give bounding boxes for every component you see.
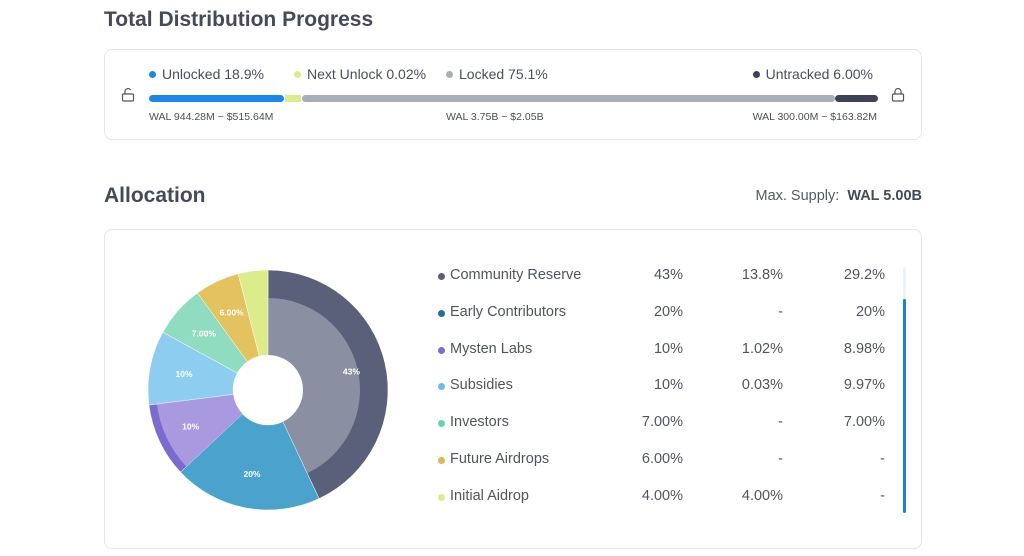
locked-value: WAL 3.75B ~ $2.05B	[446, 111, 544, 123]
row-locked: 7.00%	[843, 414, 885, 431]
max-supply-value: WAL 5.00B	[847, 188, 922, 204]
row-total: 6.00%	[641, 451, 683, 467]
row-locked: 8.98%	[843, 340, 885, 357]
pie-slice-inner	[268, 298, 360, 474]
legend-next-unlock: Next Unlock 0.02%	[294, 66, 426, 82]
row-locked: 9.97%	[843, 377, 885, 394]
allocation-row[interactable]: Future Airdrops 6.00% - -	[435, 451, 885, 471]
allocation-row[interactable]: Community Reserve 43% 13.8% 29.2%	[435, 267, 885, 287]
locked-dot	[446, 70, 453, 78]
row-total: 7.00%	[641, 414, 683, 431]
pie-slice-inner	[156, 394, 243, 467]
row-locked: -	[880, 451, 885, 467]
pie-data-label: 6.00%	[220, 308, 245, 318]
legend-label: Locked 75.1%	[459, 66, 548, 82]
row-total: 20%	[653, 303, 683, 320]
row-name: Mysten Labs	[450, 340, 533, 357]
row-total: 10%	[653, 377, 683, 394]
max-supply: Max. Supply: WAL 5.00B	[755, 188, 922, 204]
pie-data-label: 7.00%	[192, 328, 217, 338]
row-unlocked: -	[778, 414, 783, 431]
row-locked: 20%	[855, 303, 885, 320]
unlocked-dot	[149, 70, 156, 78]
row-locked: -	[880, 487, 885, 504]
row-total: 4.00%	[641, 487, 683, 504]
legend-dot	[438, 346, 445, 354]
row-unlocked: -	[778, 303, 783, 320]
allocation-pie-chart: 43% 20% 10% 10% 7.00%6.00%	[147, 269, 389, 511]
allocation-row[interactable]: Investors 7.00% - 7.00%	[435, 414, 885, 434]
allocation-row[interactable]: Early Contributors 20% - 20%	[435, 304, 885, 324]
row-total: 10%	[653, 340, 683, 357]
pie-data-label: 43%	[343, 366, 360, 376]
scrollbar-thumb[interactable]	[903, 299, 906, 513]
pie-data-label: 20%	[243, 469, 260, 479]
legend-locked: Locked 75.1%	[446, 66, 548, 82]
unlocked-bar	[149, 95, 284, 102]
legend-label: Next Unlock 0.02%	[307, 66, 427, 82]
legend-dot	[438, 420, 445, 428]
pie-data-label: 10%	[176, 369, 193, 379]
row-unlocked: 4.00%	[741, 487, 783, 504]
lock-icon	[891, 88, 905, 102]
allocation-card: 43% 20% 10% 10% 7.00% 6.00% Community Reserve…	[104, 229, 922, 549]
row-unlocked: 1.02%	[741, 340, 783, 357]
allocation-row[interactable]: Subsidies 10% 0.03% 9.97%	[435, 377, 885, 397]
untracked-bar	[835, 95, 878, 102]
unlocked-value: WAL 944.28M ~ $515.64M	[149, 111, 274, 123]
allocation-row[interactable]: Initial Aidrop 4.00% 4.00% -	[435, 488, 885, 508]
row-unlocked: 13.8%	[741, 267, 783, 283]
row-unlocked: 0.03%	[741, 377, 783, 394]
max-supply-label: Max. Supply:	[755, 188, 840, 204]
locked-bar	[302, 95, 835, 102]
next-unlock-dot	[294, 70, 301, 78]
pie-data-label: 10%	[182, 421, 199, 431]
distribution-title: Total Distribution Progress	[104, 8, 374, 31]
row-locked: 29.2%	[843, 267, 885, 283]
legend-untracked: Untracked 6.00%	[752, 66, 873, 82]
row-name: Investors	[450, 414, 509, 431]
distribution-card: Unlocked 18.9% Next Unlock 0.02% Locked …	[104, 49, 922, 140]
pie-slice[interactable]	[237, 269, 269, 357]
row-name: Initial Aidrop	[450, 487, 529, 504]
row-name: Community Reserve	[450, 267, 582, 283]
untracked-value: WAL 300.00M ~ $163.82M	[752, 111, 877, 123]
next-unlock-bar	[285, 95, 301, 102]
allocation-title: Allocation	[104, 184, 206, 207]
unlock-icon	[121, 88, 135, 102]
legend-dot	[438, 457, 445, 464]
legend-dot	[438, 383, 445, 391]
untracked-dot	[752, 70, 760, 78]
row-unlocked: -	[778, 451, 783, 467]
scrollbar-track[interactable]	[903, 267, 906, 513]
row-total: 43%	[653, 267, 683, 283]
legend-label: Unlocked 18.9%	[162, 66, 264, 82]
legend-dot	[438, 273, 445, 280]
row-name: Early Contributors	[450, 303, 567, 320]
row-name: Subsidies	[450, 377, 513, 394]
pie-slice[interactable]	[180, 413, 320, 511]
legend-label: Untracked 6.00%	[765, 66, 873, 82]
legend-dot	[438, 309, 445, 317]
row-name: Future Airdrops	[450, 451, 550, 467]
legend-unlocked: Unlocked 18.9%	[149, 66, 264, 82]
legend-dot	[438, 493, 445, 501]
allocation-row[interactable]: Mysten Labs 10% 1.02% 8.98%	[435, 341, 885, 361]
